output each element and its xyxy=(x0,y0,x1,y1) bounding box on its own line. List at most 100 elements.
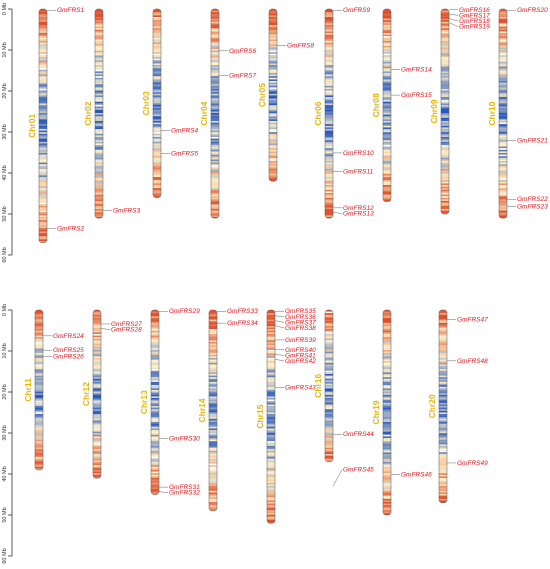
density-band xyxy=(39,149,47,152)
density-band xyxy=(211,65,219,67)
density-band xyxy=(269,100,277,103)
density-band xyxy=(267,514,275,517)
density-band xyxy=(211,151,219,154)
density-band xyxy=(267,364,275,367)
density-band xyxy=(439,372,447,375)
density-band xyxy=(269,116,277,119)
density-band xyxy=(93,458,101,461)
density-band xyxy=(383,426,391,429)
density-band xyxy=(267,449,275,452)
density-band xyxy=(93,438,101,440)
density-band xyxy=(325,138,333,141)
density-band xyxy=(383,42,391,45)
density-band xyxy=(325,13,333,16)
gene-label: GmFRS23 xyxy=(517,204,548,211)
density-band xyxy=(211,173,219,176)
density-band xyxy=(153,186,161,189)
density-band xyxy=(383,73,391,75)
density-band xyxy=(499,98,507,101)
density-band xyxy=(325,194,333,197)
density-band xyxy=(211,93,219,96)
density-band xyxy=(383,125,391,128)
density-gap xyxy=(39,68,47,70)
density-band xyxy=(93,370,101,373)
density-band xyxy=(151,489,159,492)
gene-label: GmFRS18 xyxy=(459,18,490,25)
density-band xyxy=(151,374,159,376)
density-band xyxy=(439,468,447,471)
density-band xyxy=(95,215,103,218)
density-band xyxy=(39,9,47,11)
density-band xyxy=(209,378,217,381)
density-band xyxy=(441,196,449,199)
density-band xyxy=(499,172,507,175)
density-band xyxy=(95,68,103,71)
density-band xyxy=(267,494,275,496)
density-band xyxy=(441,76,449,79)
density-band xyxy=(153,167,161,170)
density-band xyxy=(325,318,333,320)
density-band xyxy=(93,321,101,324)
density-band xyxy=(153,92,161,95)
density-band xyxy=(499,185,507,187)
density-band xyxy=(441,201,449,203)
density-band xyxy=(441,157,449,160)
density-band xyxy=(325,60,333,63)
density-band xyxy=(153,26,161,29)
density-band xyxy=(267,495,275,498)
density-band xyxy=(439,494,447,496)
density-band xyxy=(383,482,391,485)
density-band xyxy=(325,350,333,352)
gene-label: GmFRS15 xyxy=(401,92,432,99)
density-band xyxy=(325,129,333,131)
density-band xyxy=(325,457,333,460)
density-band xyxy=(383,404,391,407)
density-band xyxy=(383,138,391,141)
density-band xyxy=(35,398,43,400)
density-band xyxy=(325,426,333,429)
density-band xyxy=(93,393,101,396)
density-band xyxy=(93,433,101,436)
density-band xyxy=(95,50,103,53)
density-band xyxy=(151,454,159,456)
density-band xyxy=(383,81,391,83)
density-band xyxy=(383,446,391,448)
density-band xyxy=(153,28,161,31)
density-band xyxy=(151,490,159,493)
density-band xyxy=(153,44,161,47)
density-band xyxy=(151,313,159,316)
density-band xyxy=(383,127,391,130)
density-band xyxy=(39,31,47,34)
density-band xyxy=(209,470,217,472)
density-band xyxy=(211,141,219,144)
density-band xyxy=(151,353,159,356)
density-band xyxy=(267,444,275,447)
density-band xyxy=(439,454,447,456)
density-band xyxy=(439,466,447,469)
density-band xyxy=(95,146,103,149)
density-band xyxy=(39,44,47,47)
density-band xyxy=(439,310,447,312)
density-band xyxy=(211,153,219,155)
density-band xyxy=(499,33,507,35)
density-band xyxy=(93,418,101,421)
density-band xyxy=(209,430,217,432)
density-band xyxy=(439,367,447,370)
density-band xyxy=(95,170,103,173)
density-band xyxy=(209,310,217,312)
density-band xyxy=(439,425,447,428)
density-band xyxy=(39,45,47,48)
density-band xyxy=(499,204,507,207)
density-band xyxy=(383,175,391,178)
density-gap xyxy=(383,36,391,38)
density-band xyxy=(325,178,333,181)
density-band xyxy=(269,9,277,11)
density-band xyxy=(325,146,333,149)
density-band xyxy=(39,97,47,99)
density-band xyxy=(383,310,391,312)
density-band xyxy=(383,470,391,472)
density-band xyxy=(499,181,507,184)
density-band xyxy=(93,423,101,426)
